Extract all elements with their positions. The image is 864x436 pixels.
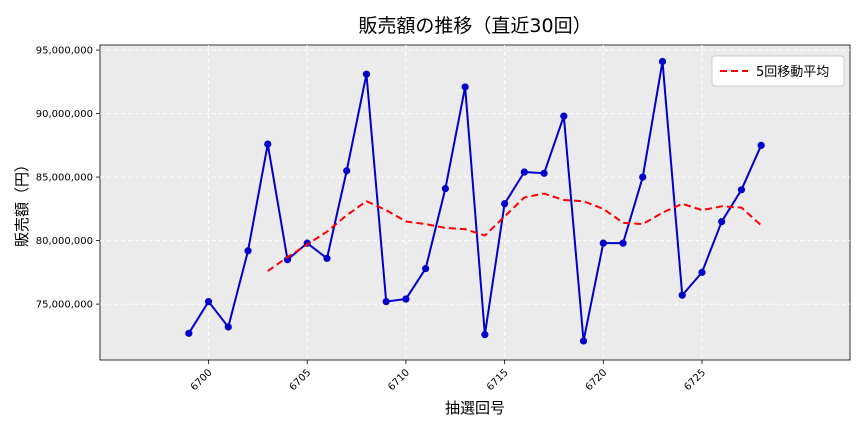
y-tick-label: 95,000,000: [36, 46, 93, 57]
x-tick-label: 6700: [189, 367, 215, 393]
sales-data-point: [639, 173, 647, 181]
sales-data-point: [540, 169, 548, 177]
sales-data-point: [678, 291, 686, 299]
sales-data-point: [560, 112, 568, 120]
sales-data-point: [264, 140, 272, 148]
sales-data-point: [698, 268, 706, 276]
sales-data-point: [718, 217, 726, 226]
x-tick-label: 6715: [485, 367, 511, 393]
y-axis-label: 販売額（円）: [13, 157, 31, 247]
x-tick-label: 6710: [386, 367, 412, 393]
moving-average-line: [267, 192, 762, 272]
sales-data-point: [204, 297, 213, 306]
sales-data-point: [619, 239, 627, 247]
legend-box: [711, 55, 845, 87]
sales-data-point: [757, 141, 765, 149]
series-layer: [185, 57, 765, 345]
x-axis-ticks: 6700 6705 6710 6715 6720 6725: [189, 360, 708, 393]
sales-data-point: [599, 239, 607, 247]
sales-data-point: [402, 295, 410, 303]
x-tick-label: 6705: [288, 367, 314, 393]
x-tick-label: 6720: [584, 367, 610, 393]
sales-data-point: [323, 254, 331, 262]
sales-data-point: [461, 83, 469, 91]
y-tick-label: 75,000,000: [36, 300, 93, 311]
y-tick-label: 85,000,000: [36, 173, 93, 184]
sales-data-point: [658, 57, 667, 66]
chart-title: 販売額の推移（直近30回）: [358, 15, 591, 37]
sales-data-point: [481, 331, 489, 339]
sales-data-point: [185, 329, 193, 337]
y-tick-label: 80,000,000: [36, 236, 93, 247]
y-tick-label: 90,000,000: [36, 109, 93, 120]
sales-data-point: [343, 167, 351, 175]
legend: 5回移動平均: [711, 55, 845, 87]
sales-data-point: [382, 297, 390, 306]
sales-series-line: [187, 60, 763, 342]
sales-data-point: [362, 70, 371, 78]
sales-data-point: [422, 264, 430, 273]
sales-data-point: [737, 186, 746, 194]
sales-data-point: [579, 337, 588, 345]
y-axis-ticks: 75,000,000 80,000,000 85,000,000 90,000,000…: [36, 46, 100, 311]
sales-data-point: [520, 168, 528, 176]
x-axis-label: 抽選回号: [445, 399, 505, 417]
sales-data-point: [501, 200, 509, 208]
sales-data-point: [224, 323, 232, 331]
grid-lines: [100, 45, 850, 360]
legend-label-moving-average: 5回移動平均: [756, 65, 829, 80]
x-tick-label: 6725: [682, 367, 708, 393]
sales-data-point: [441, 184, 449, 193]
sales-data-point: [244, 247, 252, 255]
